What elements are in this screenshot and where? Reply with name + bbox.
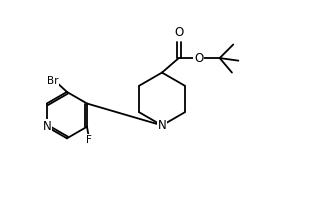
Text: N: N	[42, 120, 51, 133]
Text: O: O	[174, 26, 183, 39]
Text: F: F	[86, 135, 92, 145]
Text: N: N	[157, 119, 167, 132]
Text: O: O	[194, 51, 203, 65]
Text: Br: Br	[47, 76, 58, 86]
